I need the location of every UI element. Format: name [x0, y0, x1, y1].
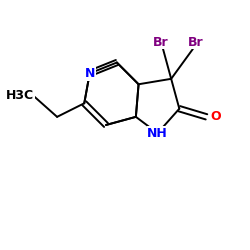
Text: NH: NH	[147, 127, 168, 140]
Text: Br: Br	[152, 36, 168, 49]
Text: N: N	[84, 67, 95, 80]
Text: H3C: H3C	[6, 88, 34, 102]
Text: Br: Br	[188, 36, 204, 49]
Text: O: O	[211, 110, 221, 123]
